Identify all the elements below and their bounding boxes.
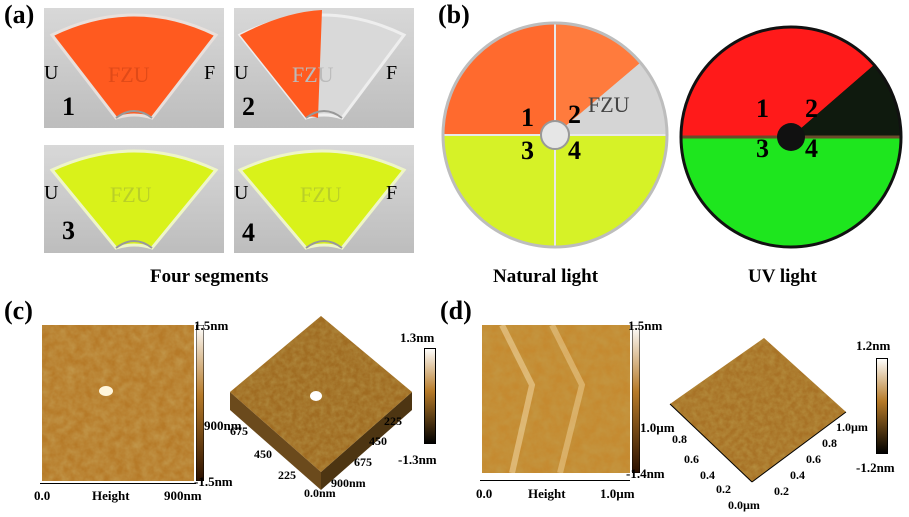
axis-c-3d-left-3: 0.0nm: [304, 486, 336, 500]
segment-4-right-letter: F: [386, 182, 398, 204]
panel-b-label: (b): [438, 0, 470, 29]
axis-d-3d-left-1: 0.6: [684, 452, 699, 466]
segment-4-fzu-text: FZU: [300, 182, 342, 207]
axis-c-3d-left-0: 675: [230, 424, 248, 438]
colorbar-c-2d-bottom: -1.5nm: [194, 474, 233, 489]
segment-1-left-letter: U: [44, 62, 59, 84]
axis-d-3d-left-3: 0.2: [716, 482, 731, 496]
axis-d-3d-left-0: 0.8: [672, 432, 687, 446]
uv-quadrant-1: 1: [756, 94, 769, 123]
axis-d-3d-right-1: 0.8: [822, 436, 837, 450]
axis-d-3d-left-2: 0.4: [700, 468, 715, 482]
axis-d-2d-start: 0.0: [476, 486, 493, 501]
axis-d-3d-right-4: 0.2: [774, 484, 789, 498]
segment-2-photo: [234, 8, 414, 128]
axis-c-2d: [40, 483, 196, 484]
uv-light-disc: [679, 25, 903, 249]
panel-a-caption: Four segments: [150, 266, 269, 287]
uv-quadrant-4: 4: [805, 134, 818, 163]
axis-c-3d-right-1: 450: [369, 434, 387, 448]
segment-2-left-letter: U: [234, 62, 249, 84]
segment-4-number: 4: [242, 218, 255, 247]
segment-4-photo: [234, 145, 414, 253]
natural-disc-fzu-text: FZU: [588, 92, 630, 117]
colorbar-c-3d-top: 1.3nm: [400, 330, 435, 345]
natural-quadrant-3: 3: [521, 136, 534, 165]
colorbar-d-3d: [876, 358, 888, 454]
segment-1-right-letter: F: [204, 62, 216, 84]
axis-c-2d-label: Height: [92, 488, 130, 503]
colorbar-d-2d-bottom: -1.4nm: [626, 466, 665, 481]
axis-d-2d-label: Height: [528, 486, 566, 501]
colorbar-c-2d-top: 1.5nm: [194, 318, 229, 333]
segment-1-number: 1: [62, 92, 75, 121]
colorbar-d-3d-bottom: -1.2nm: [856, 460, 895, 475]
axis-d-3d-right-2: 0.6: [806, 452, 821, 466]
panel-d-label: (d): [440, 296, 472, 325]
colorbar-d-2d: [632, 325, 640, 473]
axis-c-3d-right-2: 675: [354, 455, 372, 469]
uv-light-caption: UV light: [748, 266, 817, 287]
natural-quadrant-4: 4: [568, 136, 581, 165]
natural-light-disc: [441, 21, 669, 249]
axis-c-3d-right-3: 900nm: [331, 476, 366, 490]
uv-quadrant-3: 3: [756, 134, 769, 163]
segment-3-photo: [44, 145, 224, 253]
axis-c-2d-end: 900nm: [164, 488, 202, 503]
colorbar-d-2d-mid: 1.0µm: [640, 420, 675, 435]
axis-d-3d-left-4: 0.0µm: [728, 498, 760, 512]
axis-d-3d-right-0: 1.0µm: [836, 420, 868, 434]
panel-c-label: (c): [4, 296, 33, 325]
natural-quadrant-2: 2: [568, 100, 581, 129]
colorbar-d-3d-top: 1.2nm: [856, 338, 891, 353]
axis-d-2d-end: 1.0µm: [600, 486, 635, 501]
segment-2-number: 2: [242, 92, 255, 121]
segment-3-left-letter: U: [44, 182, 59, 204]
colorbar-c-2d: [196, 325, 204, 481]
segment-1-photo: [44, 8, 224, 128]
axis-d-3d-right-3: 0.4: [790, 468, 805, 482]
panel-a-segments: [44, 8, 414, 253]
afm-3d-map-c: [230, 316, 412, 490]
segment-2-right-letter: F: [386, 62, 398, 84]
segment-3-fzu-text: FZU: [110, 182, 152, 207]
colorbar-c-2d-mid: 900nm: [204, 418, 242, 433]
axis-c-2d-start: 0.0: [34, 488, 51, 503]
axis-c-3d-left-2: 225: [278, 468, 296, 482]
afm-2d-map-c: [42, 325, 194, 481]
segment-1-fzu-text: FZU: [108, 62, 150, 87]
axis-c-3d-left-1: 450: [254, 447, 272, 461]
afm-3d-map-d: [669, 338, 847, 483]
segment-3-number: 3: [62, 216, 75, 245]
segment-4-left-letter: U: [234, 182, 249, 204]
colorbar-c-3d-bottom: -1.3nm: [398, 452, 437, 467]
natural-light-caption: Natural light: [493, 266, 599, 287]
colorbar-d-2d-top: 1.5nm: [628, 318, 663, 333]
natural-quadrant-1: 1: [521, 103, 534, 132]
axis-c-3d-right-0: 225: [384, 414, 402, 428]
segment-2-fzu-text: FZU: [292, 62, 334, 87]
axis-d-2d: [480, 480, 630, 481]
panel-a-label: (a): [4, 0, 35, 29]
afm-2d-map-d: [482, 325, 630, 473]
colorbar-c-3d: [424, 348, 436, 444]
uv-quadrant-2: 2: [805, 94, 818, 123]
